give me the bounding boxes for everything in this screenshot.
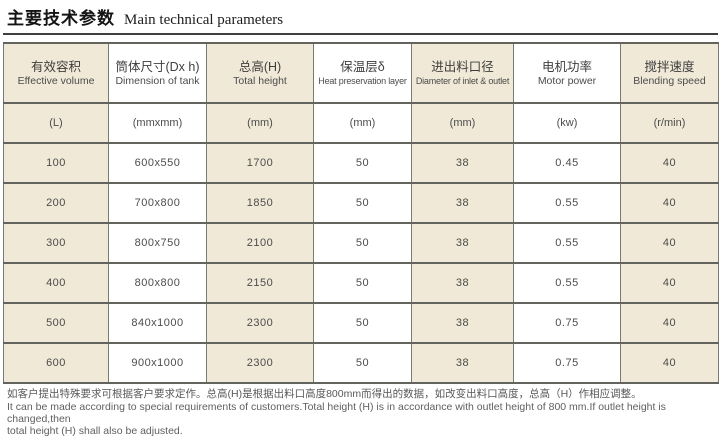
header-en: Effective volume [17,74,95,87]
header-cell-effective-volume: 有效容积 Effective volume [3,42,109,104]
header-cell-dimension: 筒体尺寸(Dx h) Dimension of tank [108,42,207,104]
data-cell: 0.55 [513,182,621,224]
page-title-en: Main technical parameters [124,12,284,28]
header-zh: 搅拌速度 [644,59,695,74]
header-cell-total-height: 总高(H) Total height [206,42,314,104]
data-cell: 2100 [206,222,314,264]
data-cell: 1700 [206,142,314,184]
header-en: Blending speed [633,74,706,87]
unit-cell: (mm) [313,102,412,144]
unit-cell: (mm) [411,102,514,144]
data-cell: 40 [620,182,719,224]
data-cell: 0.55 [513,262,621,304]
data-cell: 2300 [206,302,314,344]
data-cell: 38 [411,222,514,264]
data-cell: 38 [411,342,514,384]
header-zh: 电机功率 [541,59,592,74]
data-cell: 50 [313,142,412,184]
header-en: Dimension of tank [115,74,200,87]
data-cell: 38 [411,262,514,304]
data-cell: 2150 [206,262,314,304]
table-row: 500 840x1000 2300 50 38 0.75 40 [3,302,719,344]
data-cell: 50 [313,182,412,224]
data-cell: 100 [3,142,109,184]
data-cell: 50 [313,342,412,384]
data-cell: 300 [3,222,109,264]
data-cell: 0.75 [513,342,621,384]
table-row: 400 800x800 2150 50 38 0.55 40 [3,262,719,304]
footnote-zh: 如客户提出特殊要求可根据客户要求定作。总高(H)是根据出料口高度800mm而得出… [7,388,642,400]
header-en: Diameter of inlet & outlet [415,75,510,86]
data-cell: 900x1000 [108,342,207,384]
header-zh: 进出料口径 [431,59,494,74]
parameters-table: 有效容积 Effective volume 筒体尺寸(Dx h) Dimensi… [3,42,719,384]
page-title-zh: 主要技术参数 [7,9,115,28]
header-zh: 总高(H) [238,59,282,74]
footnote-en-line2: total height (H) shall also be adjusted. [7,425,183,437]
data-cell: 0.45 [513,142,621,184]
header-en: Heat preservation layer [318,75,407,86]
header-en: Motor power [537,74,597,87]
header-en: Total height [233,74,287,87]
footnotes: 如客户提出特殊要求可根据客户要求定作。总高(H)是根据出料口高度800mm而得出… [7,388,718,437]
data-cell: 40 [620,262,719,304]
unit-cell: (kw) [513,102,621,144]
data-cell: 40 [620,222,719,264]
data-cell: 0.75 [513,302,621,344]
data-cell: 40 [620,342,719,384]
header-cell-motor-power: 电机功率 Motor power [513,42,621,104]
table-row: 100 600x550 1700 50 38 0.45 40 [3,142,719,184]
data-cell: 50 [313,262,412,304]
header-zh: 有效容积 [30,59,81,74]
header-cell-blending-speed: 搅拌速度 Blending speed [620,42,719,104]
data-cell: 38 [411,302,514,344]
table-row: 300 800x750 2100 50 38 0.55 40 [3,222,719,264]
unit-cell: (mmxmm) [108,102,207,144]
table-row: 200 700x800 1850 50 38 0.55 40 [3,182,719,224]
unit-cell: (mm) [206,102,314,144]
footnote-en-line1: It can be made according to special requ… [7,401,666,425]
unit-cell: (r/min) [620,102,719,144]
data-cell: 0.55 [513,222,621,264]
units-row: (L) (mmxmm) (mm) (mm) (mm) (kw) (r/min) [3,102,719,144]
data-cell: 600x550 [108,142,207,184]
data-cell: 1850 [206,182,314,224]
data-cell: 40 [620,142,719,184]
header-zh: 筒体尺寸(Dx h) [115,59,200,74]
data-cell: 840x1000 [108,302,207,344]
data-cell: 400 [3,262,109,304]
data-cell: 200 [3,182,109,224]
page-title: 主要技术参数 Main technical parameters [3,3,718,35]
data-cell: 50 [313,222,412,264]
data-cell: 38 [411,142,514,184]
header-cell-inlet-outlet: 进出料口径 Diameter of inlet & outlet [411,42,514,104]
table-row: 600 900x1000 2300 50 38 0.75 40 [3,342,719,384]
data-cell: 700x800 [108,182,207,224]
data-cell: 800x750 [108,222,207,264]
header-row: 有效容积 Effective volume 筒体尺寸(Dx h) Dimensi… [3,42,719,104]
data-cell: 800x800 [108,262,207,304]
data-cell: 600 [3,342,109,384]
data-cell: 40 [620,302,719,344]
data-cell: 2300 [206,342,314,384]
header-cell-heat-layer: 保温层δ Heat preservation layer [313,42,412,104]
data-cell: 38 [411,182,514,224]
header-zh: 保温层δ [340,59,385,74]
data-cell: 500 [3,302,109,344]
unit-cell: (L) [3,102,109,144]
data-cell: 50 [313,302,412,344]
